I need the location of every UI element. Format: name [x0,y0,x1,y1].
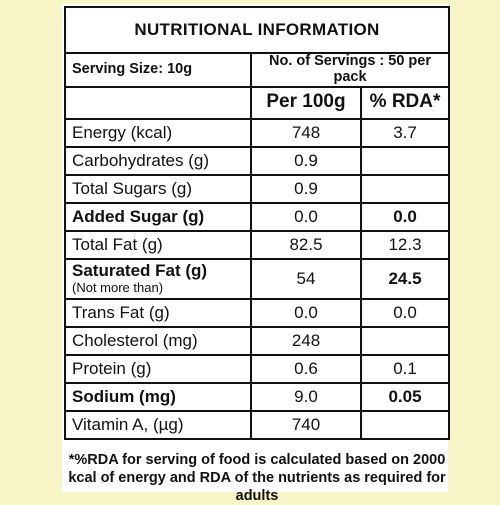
table-row: Cholesterol (mg) 248 [64,325,451,356]
row-rda-trans-fat: 0.0 [359,297,451,328]
table-row: Protein (g) 0.6 0.1 [64,353,451,384]
row-value-carbohydrates: 0.9 [250,145,362,176]
table-row: Vitamin A, (µg) 740 [64,409,451,440]
row-rda-total-sugars [359,173,451,204]
row-label-total-sugars: Total Sugars (g) [64,173,252,204]
row-value-vitamin-a: 740 [250,409,362,440]
serving-size: Serving Size: 10g [64,52,252,88]
row-label-sodium: Sodium (mg) [64,381,252,412]
saturated-fat-label: Saturated Fat (g) [72,261,208,281]
row-label-carbohydrates: Carbohydrates (g) [64,145,252,176]
row-label-added-sugar: Added Sugar (g) [64,201,252,232]
row-value-protein: 0.6 [250,353,362,384]
table-row: Carbohydrates (g) 0.9 [64,145,451,176]
row-value-sodium: 9.0 [250,381,362,412]
row-label-protein: Protein (g) [64,353,252,384]
saturated-fat-sublabel: (Not more than) [72,280,164,296]
header-blank [64,85,252,120]
row-value-trans-fat: 0.0 [250,297,362,328]
row-label-trans-fat: Trans Fat (g) [64,297,252,328]
row-label-energy: Energy (kcal) [64,117,252,148]
header-per-100g: Per 100g [250,85,362,120]
row-label-vitamin-a: Vitamin A, (µg) [64,409,252,440]
rda-footnote: *%RDA for serving of food is calculated … [68,452,446,505]
row-rda-total-fat: 12.3 [359,229,451,260]
row-value-energy: 748 [250,117,362,148]
row-label-saturated-fat: Saturated Fat (g) (Not more than) [64,257,252,300]
table-row: Energy (kcal) 748 3.7 [64,117,451,148]
row-rda-vitamin-a [359,409,451,440]
row-value-saturated-fat: 54 [250,257,362,300]
row-value-cholesterol: 248 [250,325,362,356]
row-rda-added-sugar: 0.0 [359,201,451,232]
header-rda: % RDA* [359,85,451,120]
nutrition-table: NUTRITIONAL INFORMATION Serving Size: 10… [63,6,451,440]
table-row: Sodium (mg) 9.0 0.05 [64,381,451,412]
table-row: Saturated Fat (g) (Not more than) 54 24.… [64,257,451,300]
row-rda-energy: 3.7 [359,117,451,148]
row-rda-cholesterol [359,325,451,356]
row-label-cholesterol: Cholesterol (mg) [64,325,252,356]
row-value-added-sugar: 0.0 [250,201,362,232]
row-rda-carbohydrates [359,145,451,176]
servings-per-pack: No. of Servings : 50 per pack [249,52,451,88]
table-row: Added Sugar (g) 0.0 0.0 [64,201,451,232]
table-row: Trans Fat (g) 0.0 0.0 [64,297,451,328]
row-rda-saturated-fat: 24.5 [359,257,451,300]
row-rda-protein: 0.1 [359,353,451,384]
table-title: NUTRITIONAL INFORMATION [63,6,451,54]
table-row: Total Sugars (g) 0.9 [64,173,451,204]
row-rda-sodium: 0.05 [359,381,451,412]
row-value-total-sugars: 0.9 [250,173,362,204]
table-row: Total Fat (g) 82.5 12.3 [64,229,451,260]
row-label-total-fat: Total Fat (g) [64,229,252,260]
row-value-total-fat: 82.5 [250,229,362,260]
